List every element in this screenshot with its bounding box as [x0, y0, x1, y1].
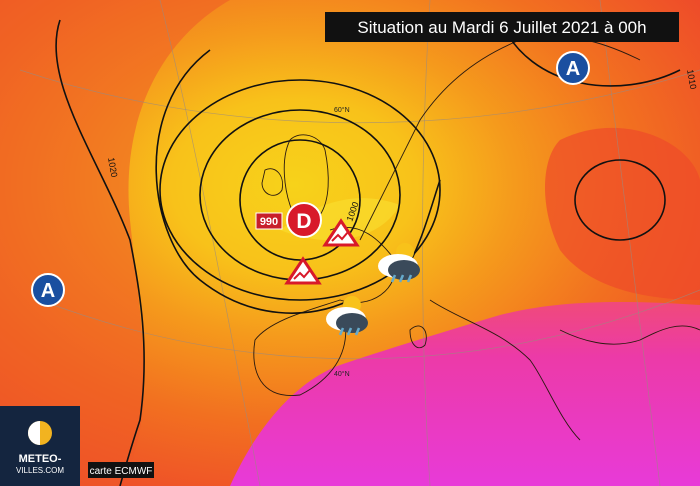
- high-pressure-marker: [556, 51, 590, 85]
- latitude-label: 60°N: [334, 106, 350, 114]
- isobar-label: 1010: [685, 69, 698, 90]
- storm-warning-icon: [284, 256, 322, 285]
- storm-weather-icon: [326, 296, 368, 336]
- map-title: Situation au Mardi 6 Juillet 2021 à 00h: [357, 18, 646, 37]
- high-pressure-marker: [31, 273, 65, 307]
- high-pressure-label: A: [41, 280, 55, 302]
- source-box: [88, 462, 154, 478]
- pressure-value: 990: [260, 216, 278, 228]
- storm-warning-icon: [322, 218, 360, 247]
- pressure-value-box: [255, 212, 283, 230]
- storm-weather-icon: [378, 243, 420, 283]
- isobar-label: 1020: [106, 157, 119, 178]
- logo-text: METEO-: [19, 453, 62, 465]
- latitude-label: 40°N: [334, 370, 350, 378]
- source-label: carte ECMWF: [90, 466, 153, 477]
- logo-box: [0, 406, 80, 486]
- warm-area: [545, 127, 700, 300]
- title-box: [325, 12, 679, 42]
- low-pressure-marker: [286, 202, 322, 238]
- low-pressure-label: D: [296, 210, 311, 233]
- logo-icon: [28, 421, 40, 445]
- high-pressure-label: A: [566, 58, 580, 80]
- hot-area: [230, 302, 700, 486]
- logo-text: VILLES.COM: [16, 466, 64, 475]
- warm-area: [0, 0, 230, 486]
